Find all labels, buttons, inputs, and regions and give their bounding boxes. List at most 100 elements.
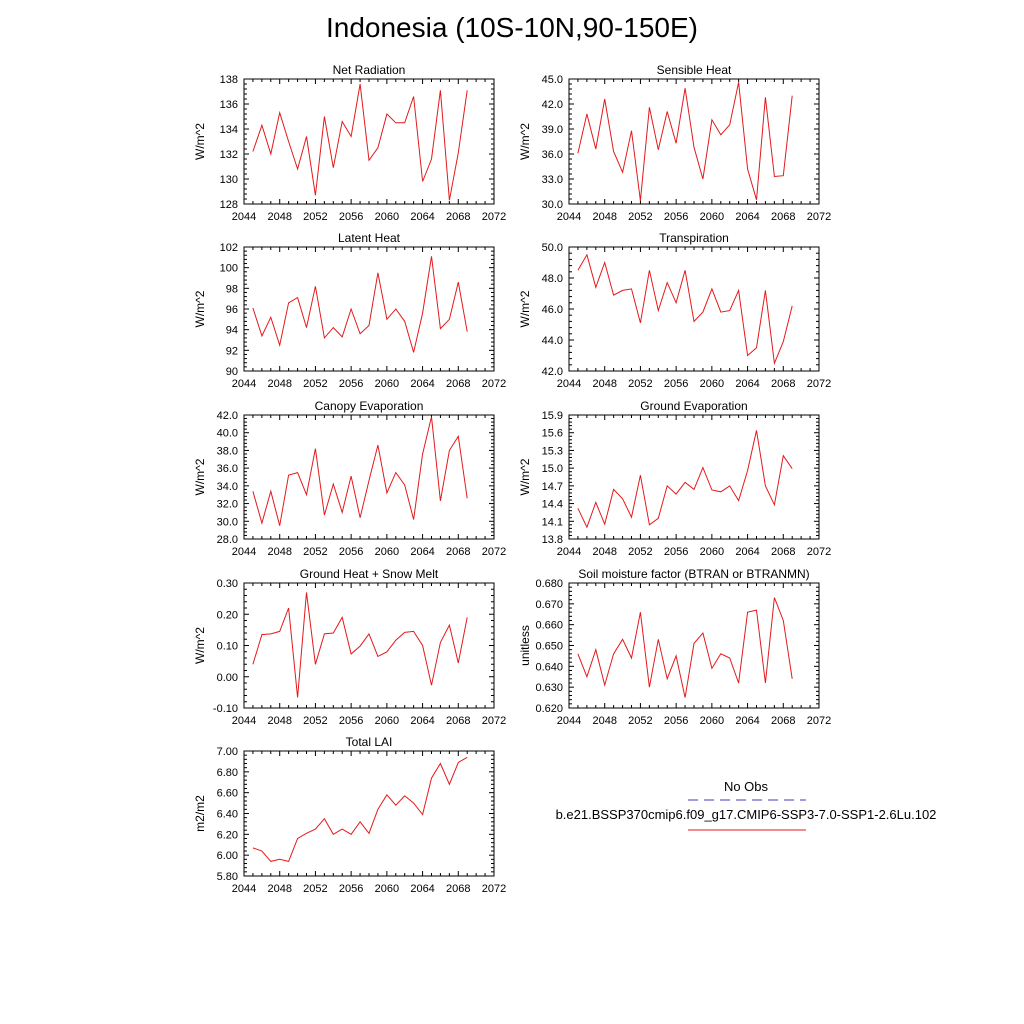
x-tick-label: 2068 bbox=[771, 715, 795, 727]
y-tick-label: 0.30 bbox=[217, 578, 238, 590]
y-tick-label: 6.80 bbox=[217, 767, 238, 779]
x-tick-label: 2068 bbox=[446, 211, 470, 223]
y-axis-label: W/m^2 bbox=[193, 458, 207, 495]
x-tick-label: 2072 bbox=[482, 211, 506, 223]
x-tick-label: 2064 bbox=[735, 715, 759, 727]
x-tick-label: 2064 bbox=[735, 211, 759, 223]
x-tick-label: 2060 bbox=[700, 546, 724, 558]
legend-model-label: b.e21.BSSP370cmip6.f09_g17.CMIP6-SSP3-7.… bbox=[556, 807, 937, 822]
y-tick-label: 15.3 bbox=[542, 445, 563, 457]
x-tick-label: 2072 bbox=[807, 715, 831, 727]
x-tick-label: 2064 bbox=[735, 378, 759, 390]
x-tick-label: 2064 bbox=[410, 883, 434, 895]
y-tick-label: 38.0 bbox=[217, 445, 238, 457]
panel-4: Transpiration W/m^2 2044 2048 2052 2056 2060 20… bbox=[518, 231, 831, 390]
y-tick-label: 34.0 bbox=[217, 481, 238, 493]
y-tick-label: 44.0 bbox=[542, 335, 563, 347]
x-tick-label: 2052 bbox=[303, 211, 327, 223]
x-tick-label: 2048 bbox=[267, 715, 291, 727]
y-tick-label: 136 bbox=[220, 99, 238, 111]
y-tick-label: 28.0 bbox=[217, 534, 238, 546]
x-tick-label: 2056 bbox=[339, 378, 363, 390]
y-tick-label: 50.0 bbox=[542, 242, 563, 254]
x-tick-label: 2048 bbox=[267, 378, 291, 390]
legend: No Obs b.e21.BSSP370cmip6.f09_g17.CMIP6-… bbox=[556, 779, 937, 831]
x-tick-label: 2064 bbox=[410, 715, 434, 727]
x-tick-label: 2048 bbox=[592, 546, 616, 558]
y-tick-label: -0.10 bbox=[213, 703, 238, 715]
panel-frame bbox=[243, 750, 495, 877]
panel-7: Ground Heat + Snow Melt W/m^2 2044 2048 2052… bbox=[193, 567, 506, 727]
series-line bbox=[252, 83, 468, 201]
y-tick-label: 0.660 bbox=[535, 620, 563, 632]
x-tick-label: 2044 bbox=[557, 546, 581, 558]
x-tick-label: 2052 bbox=[628, 715, 652, 727]
x-tick-label: 2060 bbox=[700, 211, 724, 223]
x-tick-label: 2072 bbox=[482, 883, 506, 895]
y-tick-label: 42.0 bbox=[542, 99, 563, 111]
x-tick-label: 2048 bbox=[267, 211, 291, 223]
y-tick-label: 138 bbox=[220, 74, 238, 86]
x-tick-label: 2048 bbox=[592, 211, 616, 223]
y-axis-label: W/m^2 bbox=[193, 123, 207, 160]
y-tick-label: 0.00 bbox=[217, 672, 238, 684]
y-tick-label: 30.0 bbox=[217, 516, 238, 528]
y-tick-label: 6.60 bbox=[217, 788, 238, 800]
x-tick-label: 2056 bbox=[664, 378, 688, 390]
panel-title: Net Radiation bbox=[333, 63, 406, 77]
x-tick-label: 2060 bbox=[375, 378, 399, 390]
x-tick-label: 2072 bbox=[807, 378, 831, 390]
panel-9: Total LAI m2/m2 2044 2048 2052 2056 2060 2064 20… bbox=[193, 735, 506, 895]
y-tick-label: 6.20 bbox=[217, 829, 238, 841]
x-tick-label: 2056 bbox=[664, 211, 688, 223]
panel-frame bbox=[568, 246, 820, 372]
x-tick-label: 2072 bbox=[482, 378, 506, 390]
series-line bbox=[577, 253, 793, 366]
panel-1: Net Radiation W/m^2 2044 2048 2052 2056 2060 20… bbox=[193, 63, 506, 223]
x-tick-label: 2048 bbox=[592, 715, 616, 727]
x-tick-label: 2060 bbox=[375, 883, 399, 895]
y-tick-label: 14.7 bbox=[542, 481, 563, 493]
x-tick-label: 2052 bbox=[628, 211, 652, 223]
y-tick-label: 45.0 bbox=[542, 74, 563, 86]
panel-title: Latent Heat bbox=[338, 231, 401, 245]
x-tick-label: 2056 bbox=[339, 715, 363, 727]
x-tick-label: 2064 bbox=[410, 546, 434, 558]
panels-group: Net Radiation W/m^2 2044 2048 2052 2056 2060 20… bbox=[193, 63, 831, 895]
y-tick-label: 30.0 bbox=[542, 199, 563, 211]
panel-frame bbox=[243, 414, 495, 540]
series-line bbox=[252, 756, 468, 862]
y-tick-label: 96 bbox=[226, 304, 238, 316]
y-tick-label: 130 bbox=[220, 174, 238, 186]
x-tick-label: 2068 bbox=[446, 883, 470, 895]
x-tick-label: 2044 bbox=[232, 211, 256, 223]
y-tick-label: 132 bbox=[220, 149, 238, 161]
x-tick-label: 2056 bbox=[664, 715, 688, 727]
x-tick-label: 2056 bbox=[339, 883, 363, 895]
series-line bbox=[577, 597, 793, 698]
x-tick-label: 2060 bbox=[700, 378, 724, 390]
panel-title: Canopy Evaporation bbox=[315, 399, 424, 413]
y-tick-label: 134 bbox=[220, 124, 238, 136]
x-tick-label: 2072 bbox=[807, 211, 831, 223]
y-tick-label: 0.620 bbox=[535, 703, 563, 715]
x-tick-label: 2044 bbox=[232, 378, 256, 390]
y-tick-label: 46.0 bbox=[542, 304, 563, 316]
x-tick-label: 2044 bbox=[557, 378, 581, 390]
x-tick-label: 2044 bbox=[557, 715, 581, 727]
panel-8: Soil moisture factor (BTRAN or BTRANMN) u… bbox=[518, 567, 831, 727]
x-tick-label: 2048 bbox=[267, 883, 291, 895]
y-tick-label: 36.0 bbox=[542, 149, 563, 161]
x-tick-label: 2052 bbox=[303, 546, 327, 558]
y-tick-label: 0.20 bbox=[217, 609, 238, 621]
y-tick-label: 15.6 bbox=[542, 428, 563, 440]
figure-title: Indonesia (10S-10N,90-150E) bbox=[325, 12, 698, 43]
y-tick-label: 13.8 bbox=[542, 534, 563, 546]
series-line bbox=[252, 416, 468, 526]
x-tick-label: 2068 bbox=[771, 378, 795, 390]
x-tick-label: 2068 bbox=[446, 378, 470, 390]
y-tick-label: 100 bbox=[220, 263, 238, 275]
x-tick-label: 2052 bbox=[303, 715, 327, 727]
y-tick-label: 6.40 bbox=[217, 809, 238, 821]
series-line bbox=[252, 592, 468, 698]
